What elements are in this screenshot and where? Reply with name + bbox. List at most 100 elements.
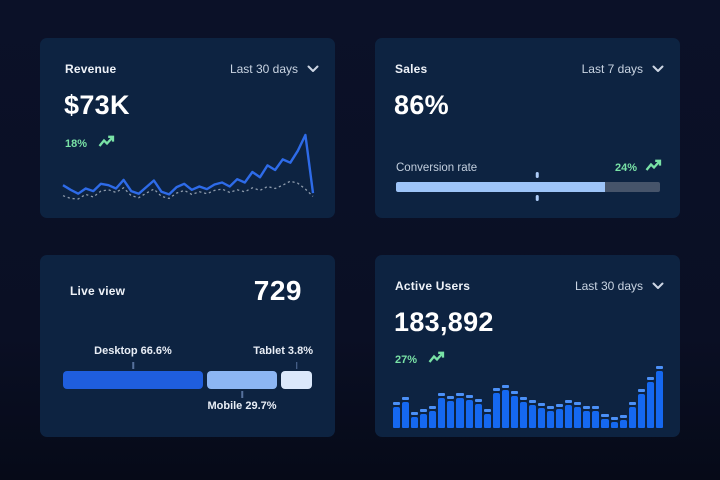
revenue-card: Revenue Last 30 days $73K 18% xyxy=(40,38,335,218)
user-bar-cap xyxy=(411,411,419,415)
user-bar-body xyxy=(411,416,419,428)
user-bar-cap xyxy=(528,400,536,404)
segment-tablet xyxy=(281,371,313,389)
conversion-rate-label: Conversion rate xyxy=(396,162,478,174)
user-bar-body xyxy=(556,409,564,428)
sales-title: Sales xyxy=(395,62,428,76)
user-bar-cap xyxy=(574,401,582,405)
user-bar-body xyxy=(619,419,627,428)
sales-delta-row: 24% xyxy=(615,159,662,177)
user-bar-cap xyxy=(646,377,654,381)
user-bar-cap xyxy=(465,394,473,398)
live-view-card-header: Live view 729 xyxy=(70,275,302,307)
user-bar-body xyxy=(610,421,618,428)
trend-up-icon xyxy=(645,159,662,177)
revenue-card-header: Revenue Last 30 days xyxy=(65,60,319,78)
user-bar xyxy=(519,397,527,428)
user-bar-cap xyxy=(393,401,401,405)
active-users-period-dropdown[interactable]: Last 30 days xyxy=(575,277,664,295)
progress-track xyxy=(396,182,660,192)
segment-desktop xyxy=(63,371,203,389)
active-users-period-label: Last 30 days xyxy=(574,279,643,293)
user-bar xyxy=(456,393,464,428)
revenue-delta: 18% xyxy=(65,138,88,150)
user-bar xyxy=(646,377,654,428)
user-bar-cap xyxy=(547,406,555,410)
user-bar-cap xyxy=(438,392,446,396)
revenue-period-dropdown[interactable]: Last 30 days xyxy=(230,60,319,78)
user-bar xyxy=(637,388,645,428)
active-users-card-header: Active Users Last 30 days xyxy=(395,277,664,295)
user-bar-cap xyxy=(483,409,491,413)
user-bar xyxy=(547,406,555,428)
live-view-value: 729 xyxy=(253,275,302,306)
segment-mobile xyxy=(207,371,277,389)
chevron-down-icon xyxy=(652,277,664,295)
user-bar xyxy=(655,366,663,428)
sales-value: 86% xyxy=(394,90,449,120)
user-bar-cap xyxy=(402,397,410,400)
revenue-delta-row: 18% xyxy=(65,135,115,153)
user-bar-cap xyxy=(538,403,546,407)
user-bar-body xyxy=(583,410,591,428)
user-bar-cap xyxy=(501,384,509,388)
user-bar-cap xyxy=(583,405,591,409)
user-bar-body xyxy=(429,410,437,428)
user-bar xyxy=(528,400,536,428)
user-bar-body xyxy=(528,405,536,428)
sales-card-header: Sales Last 7 days xyxy=(395,60,664,78)
user-bar xyxy=(574,401,582,428)
active-users-value: 183,892 xyxy=(394,307,494,337)
user-bar-body xyxy=(402,402,410,428)
user-bar-body xyxy=(393,406,401,428)
trend-up-icon xyxy=(428,351,445,369)
user-bar xyxy=(429,405,437,428)
chevron-down-icon xyxy=(652,60,664,78)
user-bar xyxy=(438,392,446,428)
trend-up-icon xyxy=(98,135,115,153)
progress-marker-tick-bottom xyxy=(535,195,539,201)
segment-tick-desktop xyxy=(132,362,134,369)
sales-delta: 24% xyxy=(614,162,637,174)
user-bar xyxy=(492,387,500,428)
progress-marker-tick-top xyxy=(535,172,539,178)
sales-card: Sales Last 7 days 86% Conversion rate 24… xyxy=(375,38,680,218)
live-view-title: Live view xyxy=(70,284,126,298)
user-bar-body xyxy=(655,371,663,428)
user-bar-body xyxy=(646,382,654,428)
user-bar-cap xyxy=(655,366,663,369)
user-bar-body xyxy=(519,402,527,428)
active-users-delta-row: 27% xyxy=(395,351,445,369)
user-bar-cap xyxy=(492,387,500,391)
user-bar xyxy=(583,405,591,428)
user-bar-body xyxy=(438,397,446,428)
user-bar xyxy=(465,394,473,428)
user-bar xyxy=(411,411,419,428)
user-bar-body xyxy=(565,405,573,428)
user-bar xyxy=(565,400,573,428)
segment-tick-mobile xyxy=(241,391,243,398)
user-bar-cap xyxy=(447,395,455,399)
active-users-bar-chart xyxy=(393,364,663,428)
user-bar-cap xyxy=(510,390,518,394)
chevron-down-icon xyxy=(307,60,319,78)
active-users-title: Active Users xyxy=(395,279,471,293)
user-bar-body xyxy=(456,398,464,428)
user-bar xyxy=(610,416,618,428)
sales-period-dropdown[interactable]: Last 7 days xyxy=(582,60,664,78)
user-bar xyxy=(619,414,627,428)
user-bar-cap xyxy=(619,414,627,418)
sales-period-label: Last 7 days xyxy=(581,62,643,76)
user-bar-body xyxy=(547,411,555,428)
user-bar xyxy=(510,390,518,428)
user-bar-body xyxy=(420,414,428,428)
user-bar-cap xyxy=(519,397,527,400)
segment-label-mobile: Mobile 29.7% xyxy=(207,400,277,412)
user-bar-cap xyxy=(592,406,600,410)
line-series-current xyxy=(62,133,315,196)
user-bar-body xyxy=(574,406,582,428)
user-bar xyxy=(402,397,410,428)
user-bar-body xyxy=(447,400,455,428)
user-bar-body xyxy=(465,399,473,428)
progress-fill xyxy=(396,182,605,192)
